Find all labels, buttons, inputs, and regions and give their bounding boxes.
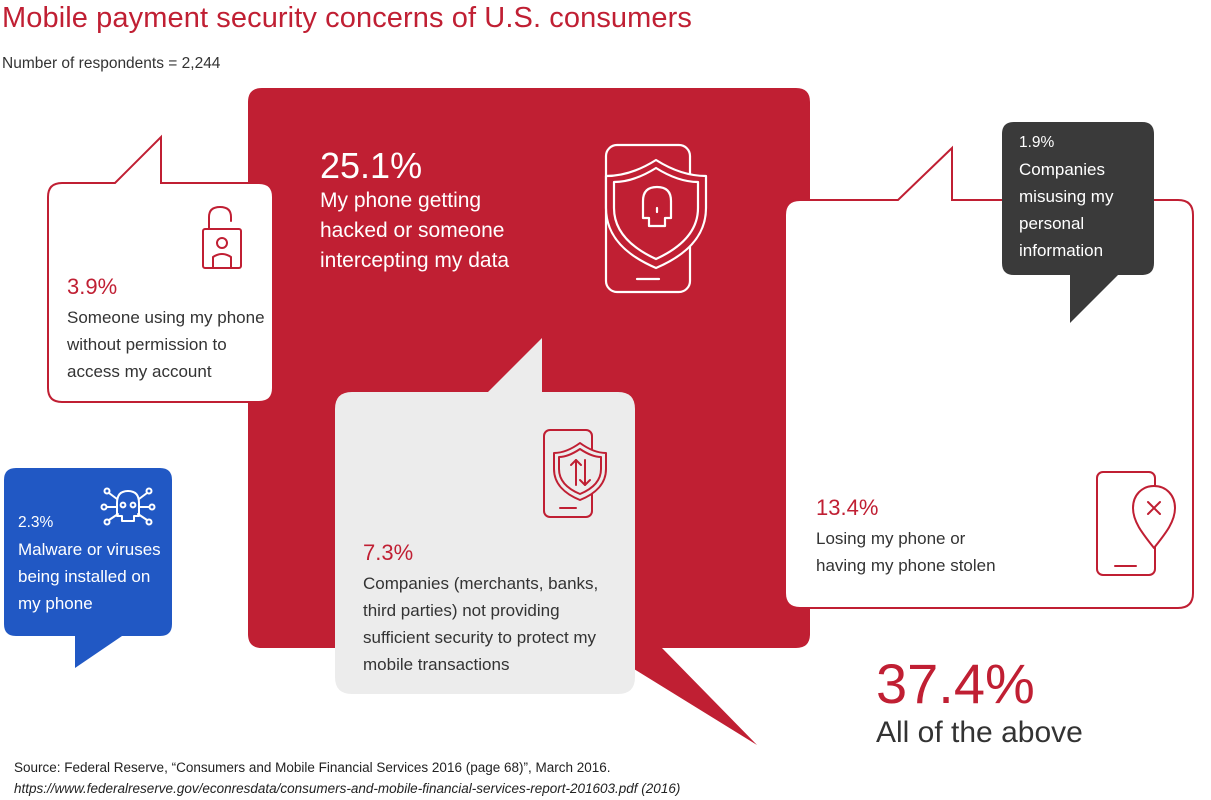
permission-label-line-1: Someone using my phone — [67, 308, 265, 328]
malware-label-line-3: my phone — [18, 594, 93, 613]
malware-label-line-2: being installed on — [18, 567, 151, 586]
malware-bubble — [4, 468, 172, 668]
source-url: https://www.federalreserve.gov/econresda… — [14, 781, 681, 796]
page-subtitle: Number of respondents = 2,244 — [2, 55, 221, 72]
malware-label-line-1: Malware or viruses — [18, 540, 161, 559]
misusing-label-line-2: misusing my — [1019, 187, 1114, 206]
permission-text: 3.9% Someone using my phone without perm… — [67, 274, 265, 385]
hacked-pct: 25.1% — [320, 145, 423, 186]
source-note: Source: Federal Reserve, “Consumers and … — [14, 760, 611, 775]
hacked-label-line-2: hacked or someone — [320, 219, 505, 243]
permission-label-line-3: access my account — [67, 362, 212, 382]
misusing-text: 1.9% Companies misusing my personal info… — [1019, 132, 1113, 264]
virus-skull-icon — [100, 487, 156, 526]
misusing-pct: 1.9% — [1019, 134, 1055, 151]
companies-security-line-1: Companies (merchants, banks, — [363, 574, 599, 594]
companies-security-pct: 7.3% — [363, 540, 414, 565]
companies-security-line-2: third parties) not providing — [363, 601, 560, 621]
permission-label-line-2: without permission to — [67, 335, 227, 355]
all-above-pct: 37.4% — [876, 652, 1035, 715]
phone-location-pin-icon — [1096, 471, 1176, 576]
losing-pct: 13.4% — [816, 495, 879, 520]
misusing-label-line-1: Companies — [1019, 160, 1105, 179]
phone-shield-skull-icon — [604, 143, 708, 294]
hacked-text: 25.1% My phone getting hacked or someone… — [320, 145, 509, 276]
page-title: Mobile payment security concerns of U.S.… — [2, 2, 692, 34]
permission-pct: 3.9% — [67, 274, 118, 299]
malware-pct: 2.3% — [18, 514, 54, 531]
companies-security-line-3: sufficient security to protect my — [363, 628, 597, 648]
misusing-bubble — [1002, 122, 1154, 323]
misusing-label-line-3: personal — [1019, 214, 1085, 233]
hacked-label-line-3: intercepting my data — [320, 249, 510, 273]
losing-label-line-2: having my phone stolen — [816, 556, 996, 576]
companies-security-text: 7.3% Companies (merchants, banks, third … — [363, 540, 598, 678]
losing-text: 13.4% Losing my phone or having my phone… — [816, 495, 996, 579]
companies-security-bubble — [335, 338, 635, 694]
malware-text: 2.3% Malware or viruses being installed … — [18, 512, 161, 617]
losing-label-line-1: Losing my phone or — [816, 529, 966, 549]
phone-shield-arrows-icon — [543, 429, 607, 518]
all-above-label: All of the above — [876, 716, 1083, 749]
hacked-label-line-1: My phone getting — [320, 189, 482, 213]
misusing-label-line-4: information — [1019, 241, 1104, 260]
companies-security-line-4: mobile transactions — [363, 655, 510, 675]
permission-bubble — [47, 134, 274, 403]
all-above-text: 37.4% All of the above — [876, 653, 1083, 751]
padlock-user-icon — [202, 206, 242, 269]
